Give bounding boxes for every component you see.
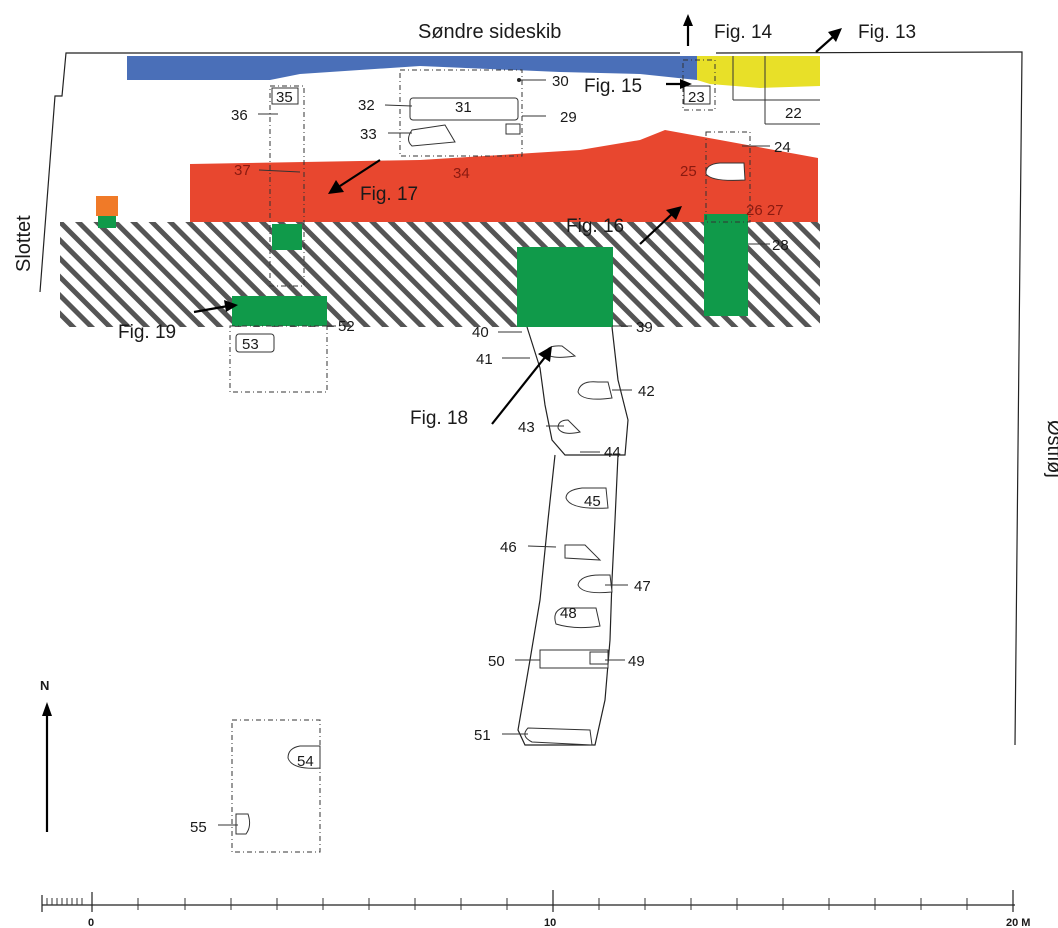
grave-52: 52 — [338, 318, 355, 335]
grave-24: 24 — [774, 139, 791, 156]
yellow-zone — [697, 56, 820, 88]
fig-13-label-b: Fig. 13 — [858, 22, 916, 43]
grave-outlines — [235, 85, 746, 835]
east-label: Østfløj — [1043, 420, 1058, 478]
grave-36: 36 — [231, 107, 248, 124]
grave-32: 32 — [358, 97, 375, 114]
green-marker-small — [98, 216, 116, 228]
grave-30: 30 — [552, 73, 569, 90]
green-block-c — [517, 247, 613, 327]
grave-28: 28 — [772, 237, 789, 254]
grave-43: 43 — [518, 419, 535, 436]
fig-16-label: Fig. 16 — [566, 216, 624, 237]
grave-53: 53 — [242, 336, 259, 353]
scale-zero: 0 — [88, 917, 94, 928]
grave-34: 34 — [453, 165, 470, 182]
grave-54: 54 — [297, 753, 314, 770]
scale-end: 20 M — [1006, 917, 1030, 928]
green-block-d — [704, 214, 748, 316]
grave-48: 48 — [560, 605, 577, 622]
grave-50: 50 — [488, 653, 505, 670]
figure-arrows — [193, 14, 842, 425]
blue-zone — [127, 56, 697, 80]
grave-47: 47 — [634, 578, 651, 595]
grave-29: 29 — [560, 109, 577, 126]
north-arrow — [42, 702, 52, 832]
grave-31: 31 — [455, 99, 472, 116]
green-block-a — [272, 224, 302, 250]
site-outline — [39, 51, 1023, 746]
north-label: N — [40, 678, 49, 693]
north-aisle-label: Søndre sideskib — [418, 21, 561, 43]
grave-37: 37 — [234, 162, 251, 179]
leader-lines — [218, 78, 770, 826]
grave-33: 33 — [360, 126, 377, 143]
grave-26-27: 26 27 — [746, 202, 784, 219]
grave-42: 42 — [638, 383, 655, 400]
trenches — [229, 56, 820, 853]
grave-39: 39 — [636, 319, 653, 336]
grave-35: 35 — [276, 89, 293, 106]
grave-22: 22 — [785, 105, 802, 122]
grave-45: 45 — [584, 493, 601, 510]
fig-18-label: Fig. 18 — [410, 408, 468, 429]
grave-49: 49 — [628, 653, 645, 670]
fig-19-label: Fig. 19 — [118, 322, 176, 343]
red-zone — [190, 130, 818, 222]
grave-44: 44 — [604, 444, 621, 461]
west-label: Slottet — [13, 215, 35, 272]
grave-55: 55 — [190, 819, 207, 836]
orange-marker — [96, 196, 118, 216]
fig-13-label: Fig. 14 — [714, 22, 773, 43]
green-block-b — [232, 296, 327, 326]
scale-bar — [41, 890, 1015, 912]
hatched-area — [60, 222, 820, 327]
grave-40: 40 — [472, 324, 489, 341]
fig-15-label: Fig. 15 — [584, 76, 642, 97]
grave-23: 23 — [688, 89, 705, 106]
grave-41: 41 — [476, 351, 493, 368]
grave-25: 25 — [680, 163, 697, 180]
grave-46: 46 — [500, 539, 517, 556]
grave-51: 51 — [474, 727, 491, 744]
scale-mid: 10 — [544, 917, 556, 928]
fig-17-label: Fig. 17 — [360, 184, 418, 205]
